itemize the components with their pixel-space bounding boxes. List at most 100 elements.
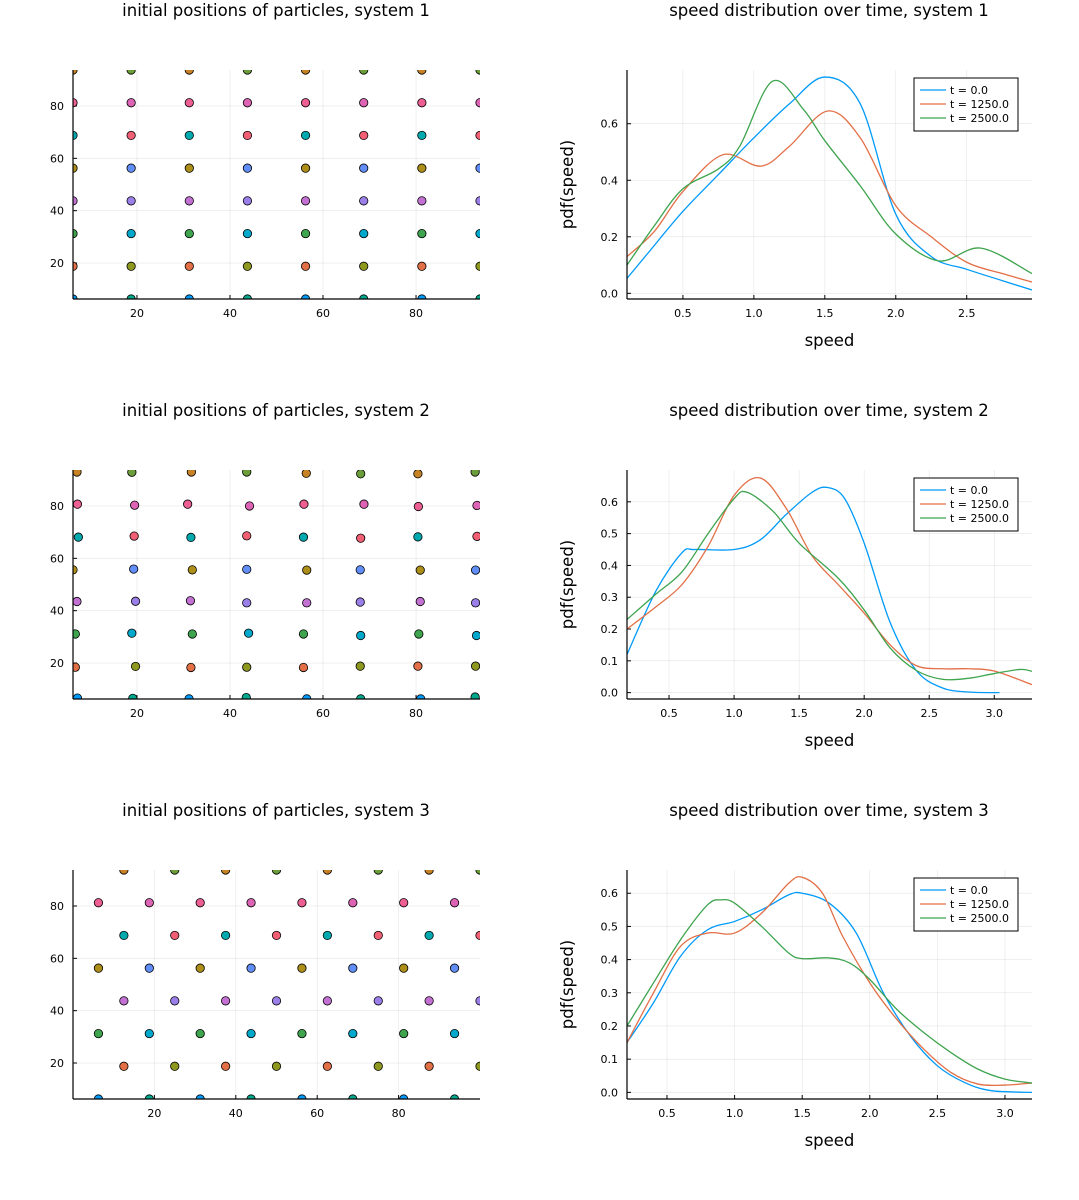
x-tick-label: 0.5 xyxy=(674,307,692,320)
particle-point xyxy=(322,930,332,941)
subplot-scatter-system-2: initial positions of particles, system 2… xyxy=(50,401,480,720)
particle-point xyxy=(184,261,194,271)
particle-point xyxy=(184,98,194,108)
particle-point xyxy=(184,163,194,173)
particle-point xyxy=(355,565,365,575)
particle-point xyxy=(475,130,480,141)
particle-point xyxy=(322,870,332,875)
particle-point xyxy=(359,261,369,271)
particle-point xyxy=(359,98,369,108)
x-tick-label: 40 xyxy=(229,1107,243,1120)
legend: t = 0.0t = 1250.0t = 2500.0 xyxy=(913,477,1019,532)
y-tick-label: 0.4 xyxy=(601,954,619,967)
particle-point xyxy=(470,598,480,608)
particle-point xyxy=(449,963,460,973)
particle-point xyxy=(129,531,139,541)
particle-point xyxy=(170,996,180,1006)
particle-point xyxy=(185,596,196,606)
particle-point xyxy=(399,963,409,973)
particle-point xyxy=(186,662,196,673)
particle-point xyxy=(246,963,256,973)
particle-point xyxy=(300,196,311,206)
y-axis-label: pdf(speed) xyxy=(558,540,577,629)
particle-point xyxy=(355,661,365,671)
particle-point xyxy=(129,564,139,574)
particle-point xyxy=(475,1061,480,1071)
x-tick-label: 1.0 xyxy=(745,307,763,320)
particle-point xyxy=(359,196,369,206)
particle-point xyxy=(297,898,307,908)
y-tick-label: 0.0 xyxy=(601,1086,619,1099)
particle-point xyxy=(221,930,231,941)
legend-entry-0: t = 0.0 xyxy=(950,84,988,97)
subplot-speed-system-2: speed distribution over time, system 2 0.… xyxy=(558,401,1032,750)
series-line-0 xyxy=(627,891,1032,1094)
particle-point xyxy=(170,930,180,941)
particle-point xyxy=(417,70,427,75)
particle-point xyxy=(475,196,480,206)
y-axis-label: pdf(speed) xyxy=(558,940,577,1029)
x-tick-label: 2.5 xyxy=(929,1107,947,1120)
particle-point xyxy=(241,692,251,699)
y-tick-label: 0.5 xyxy=(601,528,619,541)
particle-point xyxy=(119,996,129,1006)
particle-point xyxy=(127,470,137,477)
particle-point xyxy=(126,70,136,75)
particle-point xyxy=(187,565,197,575)
particle-point xyxy=(221,1061,231,1071)
particle-point xyxy=(126,163,136,173)
particle-point xyxy=(298,532,309,542)
particle-point xyxy=(373,870,383,875)
particle-point xyxy=(471,630,480,641)
particle-point xyxy=(73,499,83,509)
y-tick-label: 0.3 xyxy=(601,591,619,604)
particle-point xyxy=(348,963,358,973)
particle-point xyxy=(73,532,83,542)
particle-point xyxy=(297,1028,307,1039)
particle-point xyxy=(300,228,311,239)
y-tick-label: 40 xyxy=(50,205,64,218)
particle-point xyxy=(415,596,425,607)
chart-title: speed distribution over time, system 3 xyxy=(669,801,989,820)
series-line-2 xyxy=(627,490,1032,681)
y-tick-label: 0.1 xyxy=(601,655,619,668)
legend-entry-1: t = 1250.0 xyxy=(950,498,1009,511)
x-tick-label: 80 xyxy=(409,707,423,720)
particle-point xyxy=(126,228,136,239)
y-tick-label: 0.6 xyxy=(601,496,619,509)
particle-point xyxy=(301,470,311,478)
particle-point xyxy=(244,501,255,511)
legend: t = 0.0t = 1250.0t = 2500.0 xyxy=(913,77,1019,132)
particle-point xyxy=(470,470,480,477)
particle-point xyxy=(184,70,194,75)
plot-area xyxy=(627,876,1032,1094)
series-line-1 xyxy=(627,110,1032,283)
particle-point xyxy=(126,261,136,271)
y-tick-label: 0.5 xyxy=(601,920,619,933)
subplot-speed-system-1: speed distribution over time, system 1 0.… xyxy=(558,1,1032,350)
series-line-1 xyxy=(627,476,1032,686)
chart-title: speed distribution over time, system 1 xyxy=(669,1,989,20)
particle-point xyxy=(417,98,427,108)
y-tick-label: 0.0 xyxy=(601,287,619,300)
x-tick-label: 20 xyxy=(130,707,144,720)
particle-point xyxy=(128,693,138,699)
x-tick-label: 40 xyxy=(223,707,237,720)
x-tick-label: 60 xyxy=(316,307,330,320)
particle-point xyxy=(302,565,312,575)
particle-point xyxy=(246,1028,256,1039)
x-axis-label: speed xyxy=(805,731,855,750)
x-tick-label: 1.5 xyxy=(816,307,834,320)
y-axis-label: pdf(speed) xyxy=(558,140,577,229)
y-tick-label: 0.1 xyxy=(601,1053,619,1066)
particle-point xyxy=(424,930,434,941)
y-tick-label: 0.3 xyxy=(601,987,619,1000)
particle-point xyxy=(195,898,205,908)
particle-point xyxy=(73,629,80,639)
y-tick-label: 60 xyxy=(50,952,64,965)
particle-point xyxy=(348,1094,358,1099)
particle-point xyxy=(359,499,369,509)
particle-point xyxy=(359,228,369,239)
particle-point xyxy=(413,661,423,671)
